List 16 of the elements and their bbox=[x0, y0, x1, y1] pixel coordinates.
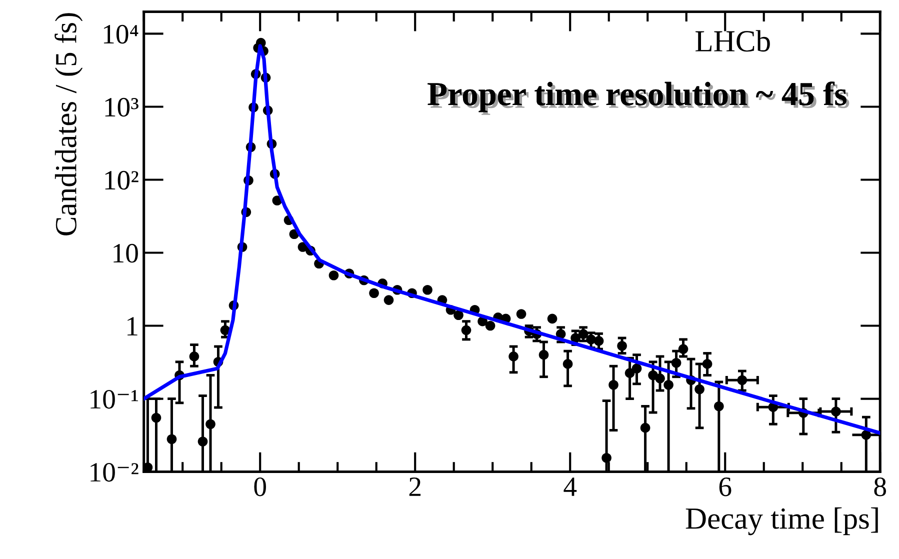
y-axis-title: Candidates / (5 fs) bbox=[54, 13, 83, 236]
y-tick-label: 1 bbox=[128, 317, 138, 336]
y-tick-label: 10⁻² bbox=[90, 462, 138, 482]
y-tick-label: 10⁻¹ bbox=[90, 390, 138, 409]
x-tick-label: 2 bbox=[409, 478, 421, 496]
x-tick-label: 8 bbox=[874, 477, 886, 496]
annotation: Proper time resolution ~ 45 fs bbox=[428, 82, 850, 115]
annotation: LHCb bbox=[696, 30, 770, 52]
x-tick-label: 4 bbox=[564, 478, 577, 496]
y-tick-label: 10³ bbox=[105, 98, 138, 117]
x-tick-label: 0 bbox=[254, 477, 266, 496]
y-tick-label: 10 bbox=[114, 244, 138, 263]
x-tick-label: 6 bbox=[719, 478, 732, 496]
y-tick-label: 10² bbox=[105, 170, 138, 190]
x-axis-title: Decay time [ps] bbox=[686, 507, 878, 536]
y-tick-label: 10⁴ bbox=[104, 24, 138, 44]
